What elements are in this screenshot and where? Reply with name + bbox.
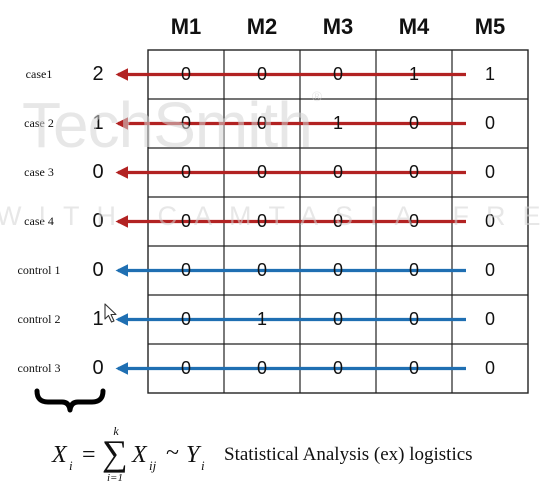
matrix-cell: 0 — [484, 259, 495, 280]
row-label: control 2 — [17, 311, 61, 326]
matrix-cell: 1 — [332, 112, 343, 133]
matrix-cell: 0 — [180, 161, 191, 182]
row-sum: 0 — [92, 258, 104, 281]
row-sum: 0 — [92, 209, 104, 232]
matrix-cell: 0 — [180, 210, 191, 231]
column-header-m5: M5 — [474, 14, 506, 39]
matrix-cell: 0 — [408, 308, 419, 329]
row-label: control 1 — [17, 262, 61, 277]
matrix-cell: 0 — [484, 210, 495, 231]
matrix-cell: 0 — [332, 210, 343, 231]
matrix-cell: 0 — [408, 259, 419, 280]
matrix-cell: 1 — [484, 63, 495, 84]
caption-text: Statistical Analysis (ex) logistics — [224, 444, 473, 465]
matrix-cell: 0 — [484, 308, 495, 329]
matrix-cell: 0 — [180, 357, 191, 378]
mouse-pointer-icon — [104, 303, 117, 323]
row-label: control 3 — [17, 360, 61, 375]
formula-lhs-subscript: i — [69, 458, 73, 473]
matrix-cell: 0 — [332, 161, 343, 182]
matrix-cell: 0 — [408, 357, 419, 378]
column-header-m1: M1 — [170, 14, 202, 39]
row-sum: 1 — [92, 307, 104, 330]
matrix-cell: 0 — [256, 210, 267, 231]
matrix-cell: 0 — [484, 161, 495, 182]
matrix-cell: 1 — [256, 308, 267, 329]
matrix-cell: 0 — [180, 63, 191, 84]
formula-term: X — [132, 442, 147, 468]
row-sum: 1 — [92, 111, 104, 134]
matrix-cell: 0 — [256, 112, 267, 133]
matrix-cell: 0 — [332, 63, 343, 84]
column-header-m2: M2 — [246, 14, 278, 39]
column-header-m3: M3 — [322, 14, 354, 39]
formula-rhs: Y — [186, 442, 200, 468]
formula-upper-limit: k — [113, 424, 119, 438]
row-sum: 0 — [92, 160, 104, 183]
matrix-cell: 0 — [408, 112, 419, 133]
formula-rhs-subscript: i — [201, 458, 205, 473]
row-sum: 0 — [92, 356, 104, 379]
formula-equals: = — [82, 442, 96, 468]
row-label: case 4 — [24, 213, 54, 228]
matrix-cell: 0 — [180, 112, 191, 133]
row-label: case1 — [25, 66, 53, 81]
matrix-cell: 1 — [408, 63, 419, 84]
formula-lower-limit: i=1 — [107, 472, 123, 484]
matrix-cell: 0 — [256, 357, 267, 378]
formula-lhs: X — [52, 442, 67, 468]
matrix-cell: 0 — [408, 161, 419, 182]
matrix-cell: 0 — [332, 357, 343, 378]
row-label: case 2 — [24, 115, 54, 130]
formula-term-subscript: ij — [149, 458, 157, 473]
matrix-cell: 0 — [484, 357, 495, 378]
matrix-cell: 0 — [180, 259, 191, 280]
formula-relation: ~ — [166, 440, 179, 466]
matrix-cell: 0 — [256, 161, 267, 182]
matrix-cell: 0 — [332, 259, 343, 280]
row-sum: 2 — [92, 62, 104, 85]
matrix-cell: 0 — [256, 63, 267, 84]
row-label: case 3 — [24, 164, 54, 179]
matrix-cell: 0 — [256, 259, 267, 280]
matrix-cell: 0 — [180, 308, 191, 329]
formula-sum-symbol: ∑ — [102, 433, 128, 473]
matrix-cell: 0 — [332, 308, 343, 329]
matrix-cell: 0 — [484, 112, 495, 133]
curly-brace-icon — [34, 388, 106, 413]
column-header-m4: M4 — [398, 14, 430, 39]
sum-formula: X i = k ∑ i=1 X ij ~ Y i — [52, 424, 222, 486]
matrix-cell: 0 — [408, 210, 419, 231]
